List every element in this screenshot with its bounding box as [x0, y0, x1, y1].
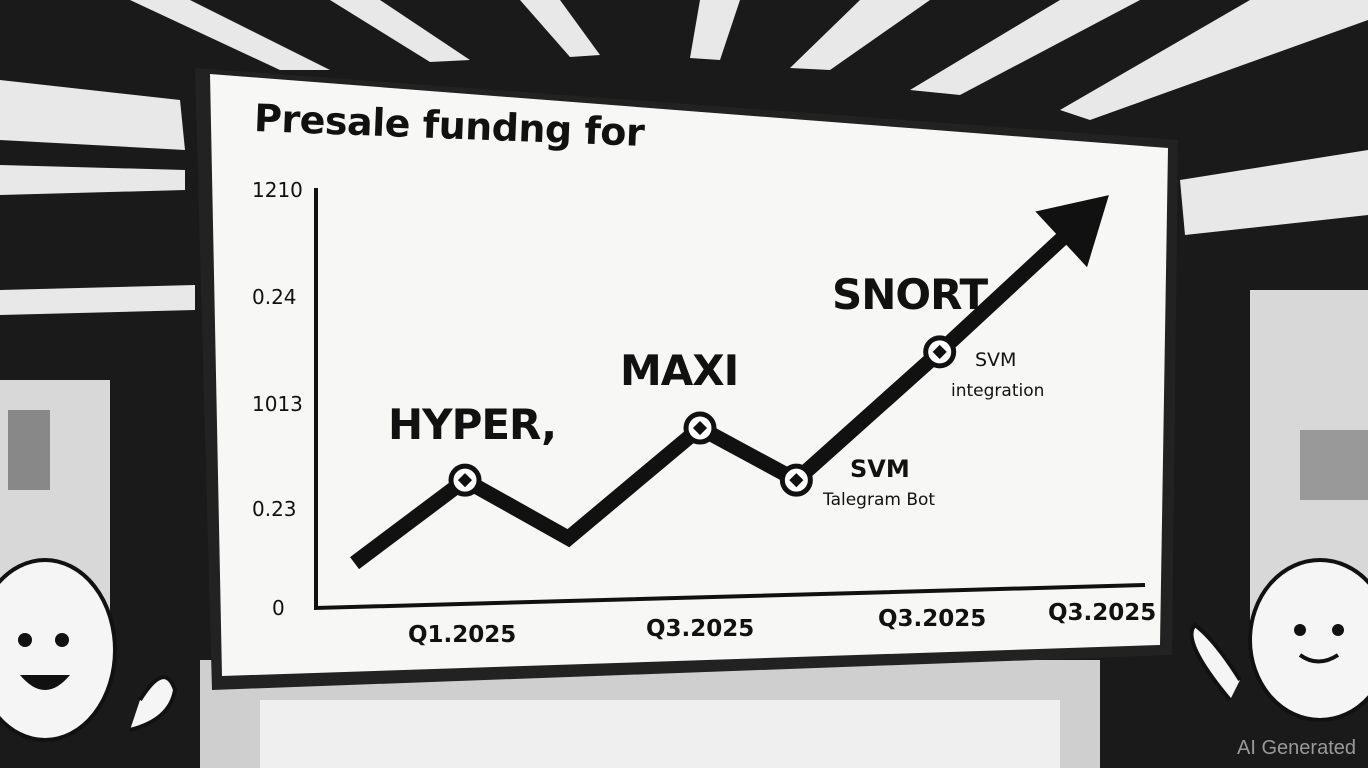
y-tick-label: 0 [272, 596, 285, 620]
left-mascot [0, 558, 178, 742]
x-tick-label: Q1.2025 [408, 622, 517, 648]
y-tick-label: 1210 [252, 178, 303, 202]
right-kiosk-screen [1300, 430, 1368, 500]
ceiling-light-stripes [0, 0, 1368, 315]
watermark: AI Generated [1237, 737, 1356, 759]
left-kiosk-screen [8, 410, 50, 490]
annotation-svm-int-title: SVM [975, 349, 1017, 371]
x-tick-label: Q3.2025 [646, 616, 755, 642]
annotation-svm-bot-sub: Talegram Bot [823, 490, 936, 510]
annotation-svm-int-sub: integration [951, 381, 1045, 401]
right-mascot [1189, 558, 1368, 722]
y-tick-label: 0.24 [252, 285, 297, 309]
annotation-snort: SNORT [832, 270, 988, 319]
chart-board [210, 74, 1168, 676]
y-tick-label: 0.23 [252, 497, 297, 521]
annotation-hyper: HYPER, [388, 400, 557, 449]
annotation-svm-bot-title: SVM [850, 455, 910, 483]
data-point-diamond [932, 344, 947, 359]
series-arrowhead [1035, 195, 1109, 268]
y-tick-label: 1013 [252, 392, 303, 416]
data-point-diamond [457, 473, 473, 488]
x-tick-label: Q3.2025 [1048, 600, 1157, 626]
chart-axes [314, 188, 1146, 611]
data-point-diamond [692, 420, 708, 436]
data-point-diamond [789, 473, 804, 488]
x-tick-label: Q3.2025 [878, 606, 987, 632]
stand-front [260, 700, 1060, 768]
annotation-maxi: MAXI [620, 346, 739, 395]
